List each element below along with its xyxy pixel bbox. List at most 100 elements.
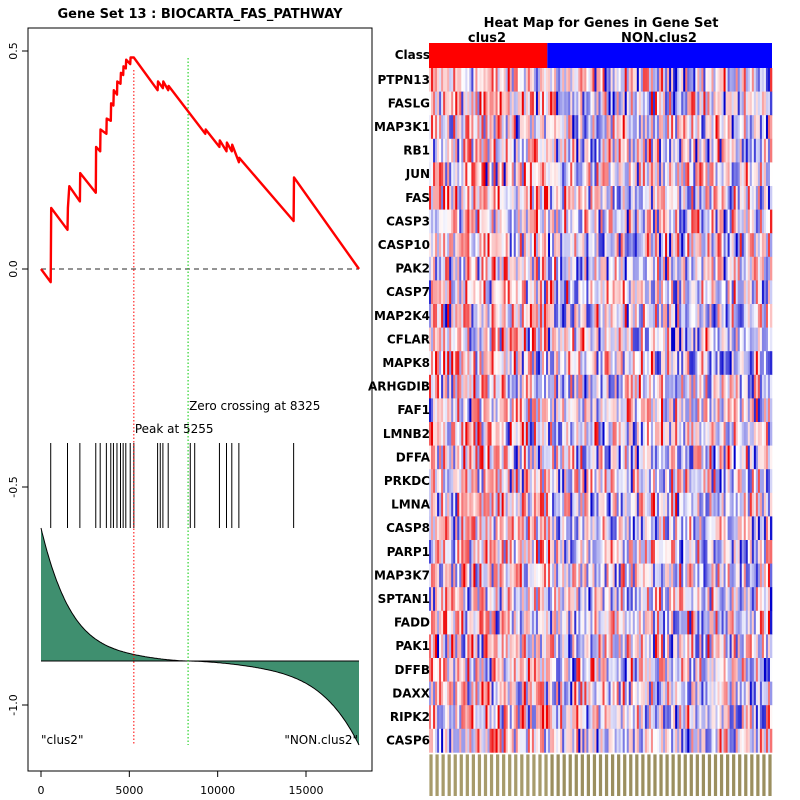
heatmap-cell [535,681,539,706]
heatmap-cell [683,68,686,92]
heatmap-cell [669,681,672,706]
heatmap-cell [552,610,555,635]
heatmap-cell [562,705,565,730]
heatmap-cell [638,540,642,564]
heatmap-cell [606,492,609,517]
heatmap-cell [592,233,595,258]
heatmap-cell [667,728,670,753]
heatmap-cell [548,728,551,753]
heatmap-cell [461,398,464,423]
heatmap-cell [582,469,585,494]
heatmap-cell [671,186,674,210]
heatmap-cell [505,705,508,730]
heatmap-cell [513,681,517,706]
heatmap-cell [709,492,712,517]
heatmap-cell [638,634,642,659]
heatmap-cell [594,68,597,92]
heatmap-cell [743,138,747,163]
heatmap-cell [546,681,549,706]
heatmap-cell [584,516,587,541]
heatmap-cell [578,327,581,352]
heatmap-cell [626,162,630,187]
heatmap-cell [739,492,743,517]
heatmap-cell [759,492,763,517]
heatmap-cell [497,138,500,163]
heatmap-cell [665,91,668,116]
heatmap-cell [497,398,500,423]
heatmap-cell [487,138,490,163]
heatmap-cell [491,681,494,706]
heatmap-cell [693,422,696,446]
heatmap-cell [663,68,666,92]
heatmap-cell [717,728,720,753]
heatmap-cell [663,280,666,305]
heatmap-cell [572,256,575,281]
heatmap-cell [495,610,498,635]
heatmap-cell [671,610,674,635]
heatmap-cell [715,256,718,281]
heatmap-cell [449,374,452,399]
heatmap-cell [685,445,688,470]
heatmap-cell [451,422,454,446]
heatmap-cell [525,186,529,210]
heatmap-cell [503,115,506,140]
heatmap-cell [755,705,759,730]
heatmap-cell [638,516,642,541]
heatmap-cell [721,658,724,682]
heatmap-cell [443,587,446,612]
heatmap-cell [477,304,480,328]
heatmap-cell [699,374,702,399]
heatmap-cell [663,327,666,352]
heatmap-cell [691,728,694,753]
heatmap-cell [483,162,486,187]
heatmap-cell [717,68,720,92]
heatmap-cell [606,162,609,187]
heatmap-cell [765,280,769,305]
heatmap-cell [443,469,446,494]
heatmap-cell [648,374,652,399]
heatmap-cell [675,327,678,352]
heatmap-cell [699,209,702,234]
heatmap-cell [679,728,682,753]
heatmap-cell [431,91,434,116]
heatmap-cell [465,516,468,541]
heatmap-cell [727,398,730,423]
heatmap-cell [566,398,569,423]
heatmap-cell [566,233,569,258]
heatmap-cell [705,610,708,635]
heatmap-cell [525,422,529,446]
heatmap-cell [541,351,545,376]
heatmap-cell [481,634,484,659]
heatmap-cell [465,374,468,399]
heatmap-cell [590,563,593,588]
heatmap-cell [570,351,573,376]
heatmap-cell [671,422,674,446]
heatmap-cell [699,115,702,140]
heatmap-cell [497,681,500,706]
heatmap-cell [620,138,623,163]
heatmap-cell [725,91,728,116]
heatmap-cell [584,540,587,564]
heatmap-cell [513,492,517,517]
heatmap-cell [453,516,456,541]
heatmap-cell [650,280,654,305]
heatmap-cell [757,186,761,210]
heatmap-cell [556,445,559,470]
heatmap-cell [725,398,728,423]
heatmap-cell [707,327,710,352]
heatmap-cell [531,563,535,588]
heatmap-cell [636,327,640,352]
heatmap-cell [511,233,515,258]
heatmap-cell [487,351,490,376]
heatmap-cell [465,728,468,753]
heatmap-cell [741,304,745,328]
heatmap-cell [590,634,593,659]
heatmap-cell [558,445,561,470]
heatmap-cell [594,658,597,682]
heatmap-cell [719,610,722,635]
heatmap-cell [618,233,621,258]
heatmap-cell [725,681,728,706]
heatmap-cell [479,351,482,376]
heatmap-cell [608,681,611,706]
heatmap-cell [459,658,462,682]
